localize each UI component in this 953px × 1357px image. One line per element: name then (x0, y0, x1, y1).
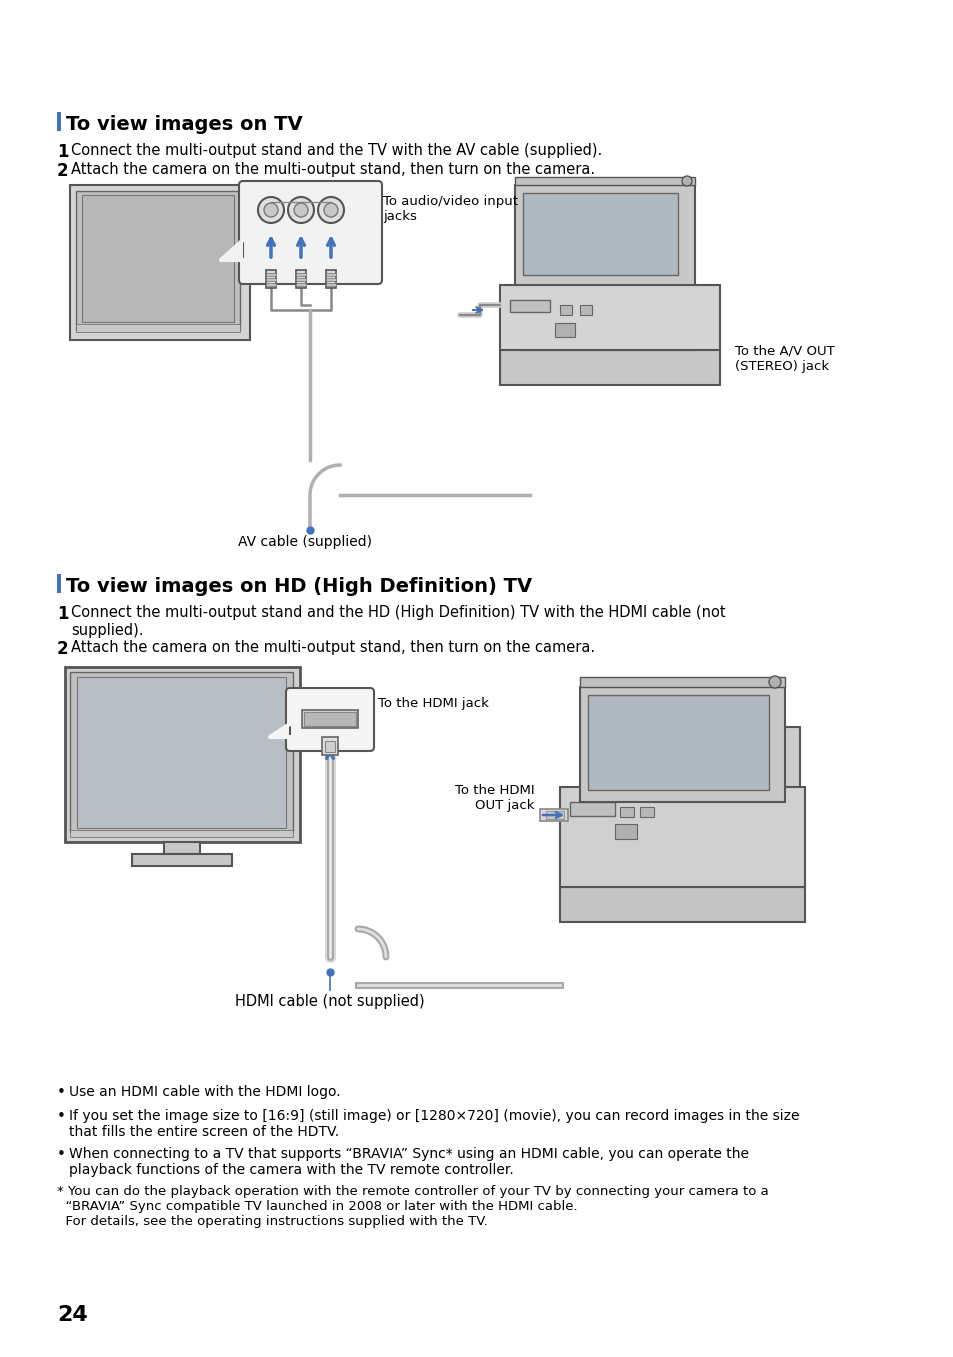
Bar (587, 695, 768, 790)
FancyBboxPatch shape (239, 180, 381, 284)
Text: HDMI cable (not supplied): HDMI cable (not supplied) (235, 993, 424, 1010)
Bar (559, 887, 804, 921)
Circle shape (257, 197, 284, 223)
Bar (77, 677, 286, 828)
Circle shape (768, 676, 781, 688)
Bar (639, 807, 654, 817)
Bar (559, 305, 572, 315)
Bar (302, 710, 357, 727)
Bar (70, 185, 250, 341)
Text: •: • (57, 1109, 66, 1124)
Bar (579, 677, 784, 687)
Bar (295, 278, 306, 281)
Bar (295, 270, 306, 288)
Bar (266, 273, 275, 275)
Bar (519, 214, 689, 350)
Text: * You can do the playback operation with the remote controller of your TV by con: * You can do the playback operation with… (57, 1185, 768, 1228)
Bar (266, 284, 275, 286)
Text: 24: 24 (57, 1305, 88, 1324)
Bar (295, 273, 306, 275)
Text: Attach the camera on the multi-output stand, then turn on the camera.: Attach the camera on the multi-output st… (71, 161, 595, 176)
Text: Connect the multi-output stand and the HD (High Definition) TV with the HDMI cab: Connect the multi-output stand and the H… (71, 605, 725, 620)
Bar (76, 191, 240, 330)
Circle shape (317, 197, 344, 223)
Text: 1: 1 (57, 605, 69, 623)
Bar (295, 284, 306, 286)
Circle shape (264, 204, 277, 217)
Bar (325, 741, 335, 752)
Bar (326, 278, 335, 281)
Text: To audio/video input
jacks: To audio/video input jacks (382, 195, 517, 223)
Text: Use an HDMI cable with the HDMI logo.: Use an HDMI cable with the HDMI logo. (69, 1086, 340, 1099)
Bar (559, 787, 804, 887)
Polygon shape (221, 240, 243, 261)
Bar (70, 672, 293, 832)
Bar (515, 176, 695, 185)
Text: 2: 2 (57, 161, 69, 180)
Bar (539, 809, 567, 821)
Bar (65, 668, 299, 841)
Text: To the A/V OUT
(STEREO) jack: To the A/V OUT (STEREO) jack (734, 345, 834, 373)
Bar (579, 687, 784, 802)
Bar (510, 300, 550, 312)
Text: supplied).: supplied). (71, 623, 143, 638)
Bar (132, 854, 232, 866)
Circle shape (294, 204, 308, 217)
Text: To the HDMI
OUT jack: To the HDMI OUT jack (455, 784, 535, 811)
Text: •: • (57, 1147, 66, 1162)
Bar (164, 841, 200, 854)
Bar (304, 712, 355, 726)
Bar (579, 305, 592, 315)
Polygon shape (270, 725, 290, 737)
Bar (615, 824, 637, 839)
Bar (499, 285, 720, 350)
Bar (515, 185, 695, 285)
Bar (76, 324, 240, 332)
Bar (619, 807, 634, 817)
Bar (70, 830, 293, 837)
Bar (57, 574, 61, 593)
Bar (266, 278, 275, 281)
FancyBboxPatch shape (286, 688, 374, 750)
Text: Connect the multi-output stand and the TV with the AV cable (supplied).: Connect the multi-output stand and the T… (71, 142, 601, 157)
Bar (569, 802, 615, 816)
Bar (326, 273, 335, 275)
Polygon shape (221, 240, 243, 261)
Text: Attach the camera on the multi-output stand, then turn on the camera.: Attach the camera on the multi-output st… (71, 641, 595, 655)
Circle shape (681, 176, 691, 186)
Bar (326, 284, 335, 286)
Bar (322, 737, 337, 754)
Text: 2: 2 (57, 641, 69, 658)
Bar (499, 350, 720, 385)
Text: To the HDMI jack: To the HDMI jack (377, 697, 488, 710)
Bar (266, 270, 275, 288)
Text: AV cable (supplied): AV cable (supplied) (237, 535, 372, 550)
Bar (555, 323, 575, 337)
Bar (522, 193, 678, 275)
Text: •: • (57, 1086, 66, 1101)
Bar (545, 811, 563, 820)
Text: If you set the image size to [16:9] (still image) or [1280×720] (movie), you can: If you set the image size to [16:9] (sti… (69, 1109, 799, 1139)
Circle shape (288, 197, 314, 223)
Bar (589, 727, 800, 882)
Text: When connecting to a TV that supports “BRAVIA” Sync* using an HDMI cable, you ca: When connecting to a TV that supports “B… (69, 1147, 748, 1178)
Text: To view images on TV: To view images on TV (66, 115, 302, 134)
Bar (82, 195, 233, 322)
Circle shape (324, 204, 337, 217)
Bar (57, 113, 61, 132)
Text: To view images on HD (High Definition) TV: To view images on HD (High Definition) T… (66, 577, 532, 596)
Text: 1: 1 (57, 142, 69, 161)
Bar (326, 270, 335, 288)
